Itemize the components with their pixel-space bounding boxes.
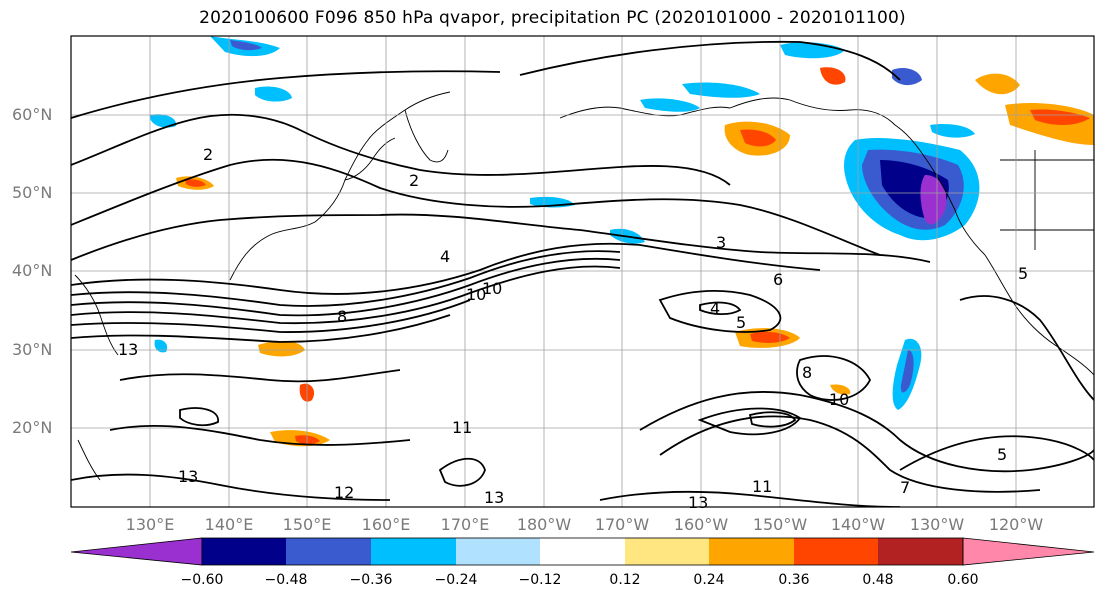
colorbar-tick-label: −0.24 [434, 572, 478, 588]
contour-label: 12 [334, 483, 354, 502]
contour-label: 10 [829, 390, 849, 409]
lon-label: 140°E [204, 515, 254, 534]
contour-label: 5 [1018, 264, 1028, 283]
colorbar-segment [794, 538, 878, 565]
colorbar-segment [202, 538, 286, 565]
contour-label: 13 [178, 467, 198, 486]
colorbar-segment [709, 538, 794, 565]
lat-label-50n: 50°N [12, 183, 53, 202]
contour-label: 3 [716, 233, 726, 252]
colorbar-tick-label: −0.60 [180, 572, 224, 588]
contour-label: 2 [203, 145, 213, 164]
contour-label: 2 [409, 171, 419, 190]
graticule [71, 36, 1094, 507]
lon-label: 120°W [988, 515, 1044, 534]
contour-label: 11 [752, 477, 772, 496]
map-title: 2020100600 F096 850 hPa qvapor, precipit… [199, 8, 906, 28]
lon-label: 150°W [752, 515, 808, 534]
lon-label: 160°W [673, 515, 729, 534]
colorbar-tick-label: 0.24 [693, 572, 725, 588]
contour-label: 6 [773, 270, 783, 289]
colorbar-segment [371, 538, 456, 565]
lat-label-40n: 40°N [12, 261, 53, 280]
colorbar-tick-label: 0.12 [609, 572, 641, 588]
lon-label: 170°E [440, 515, 490, 534]
lon-label: 130°E [125, 515, 175, 534]
lat-label-60n: 60°N [12, 105, 53, 124]
coastlines [74, 91, 1094, 481]
contour-label: 5 [736, 313, 746, 332]
contour-label: 13 [484, 488, 504, 507]
colorbar-tick-label: 0.48 [862, 572, 894, 588]
contour-label: 11 [452, 418, 472, 437]
lon-label: 130°W [909, 515, 965, 534]
lon-label: 140°W [830, 515, 886, 534]
colorbar-segment [625, 538, 709, 565]
contour-label: 7 [900, 478, 910, 497]
lon-label: 180°W [516, 515, 572, 534]
colorbar-segment [456, 538, 540, 565]
colorbar-segment [286, 538, 371, 565]
contour-label: 10 [466, 285, 486, 304]
contour-label: 13 [118, 340, 138, 359]
colorbar-extend-min [70, 537, 203, 566]
colorbar-segment [540, 538, 625, 565]
colorbar-segment [878, 538, 963, 565]
lon-label: 150°E [282, 515, 332, 534]
contour-label: 5 [997, 445, 1007, 464]
contour-label: 8 [802, 363, 812, 382]
colorbar-tick-label: −0.12 [518, 572, 562, 588]
lon-label: 170°W [594, 515, 650, 534]
qvapor-contours [71, 40, 1094, 507]
colorbar-tick-label: −0.48 [264, 572, 308, 588]
colorbar [70, 537, 1095, 566]
contour-label: 4 [440, 247, 450, 266]
colorbar-tick-label: 0.60 [947, 572, 979, 588]
colorbar-tick-label: 0.36 [778, 572, 810, 588]
contour-label: 13 [688, 493, 708, 512]
lat-label-20n: 20°N [12, 418, 53, 437]
contour-label: 10 [482, 279, 502, 298]
lat-label-30n: 30°N [12, 340, 53, 359]
lon-label: 160°E [361, 515, 411, 534]
contour-label: 4 [710, 299, 720, 318]
contour-labels: 2 2 3 4 5 4 5 6 8 10 10 11 12 13 13 13 1… [118, 145, 1028, 512]
colorbar-tick-label: −0.36 [349, 572, 393, 588]
contour-label: 8 [337, 307, 347, 326]
colorbar-extend-max [962, 537, 1095, 566]
map-frame [70, 35, 1095, 508]
